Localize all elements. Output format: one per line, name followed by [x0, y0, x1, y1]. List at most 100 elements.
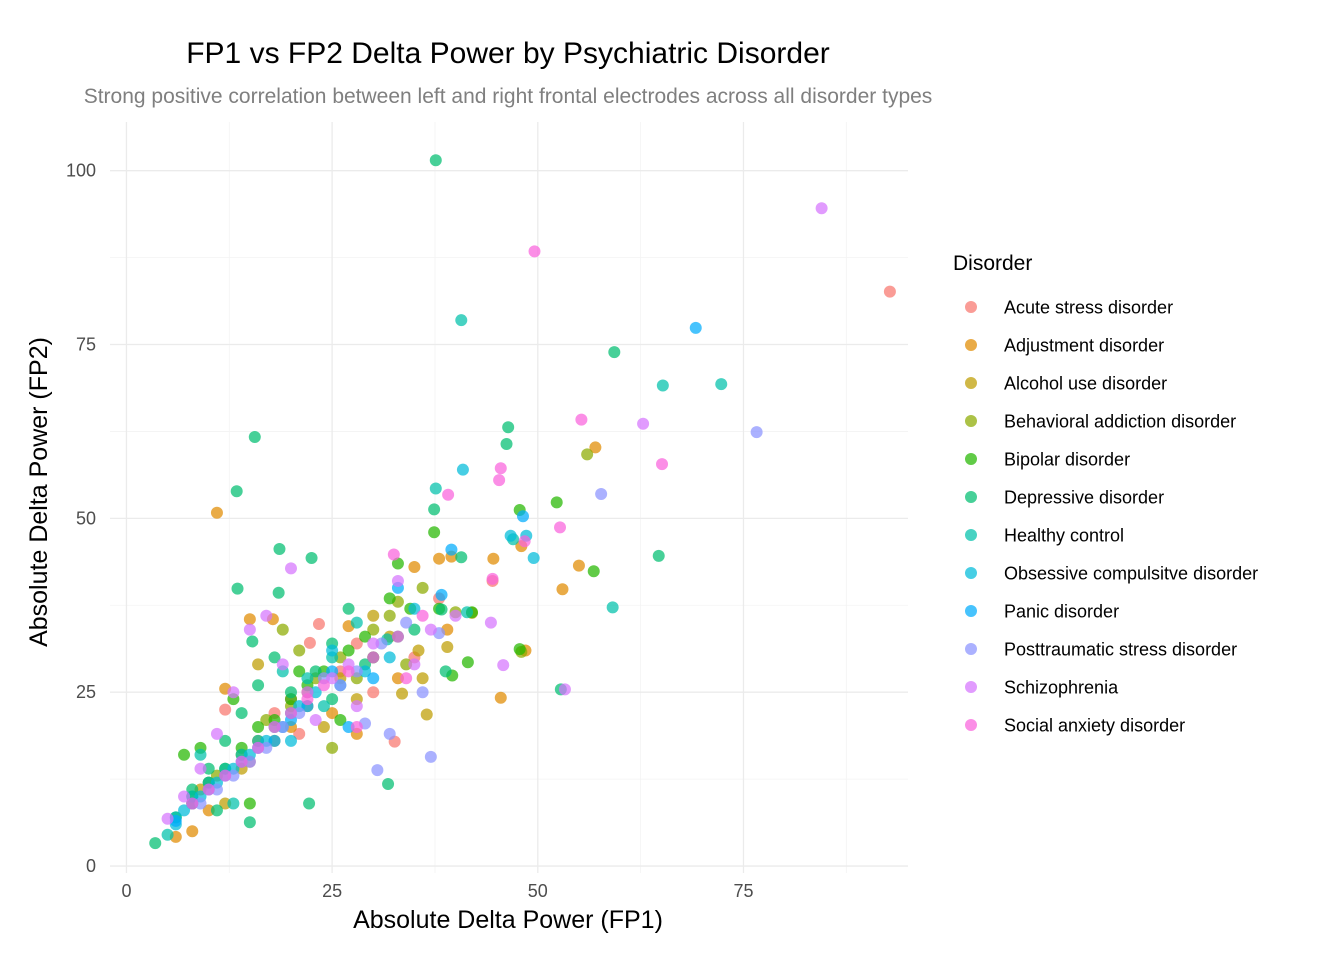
data-point: [371, 764, 384, 777]
data-point: [252, 679, 265, 692]
legend-item: Healthy control: [965, 526, 1124, 546]
data-point: [243, 816, 256, 829]
data-point: [303, 797, 316, 810]
data-point: [243, 797, 256, 810]
data-point: [284, 686, 297, 699]
data-point: [161, 812, 174, 825]
x-axis-ticks: 0 25 50 75: [121, 881, 753, 901]
data-point: [309, 686, 322, 699]
legend-item: Posttraumatic stress disorder: [965, 640, 1237, 660]
data-point: [637, 417, 650, 430]
data-point: [149, 837, 162, 850]
y-tick-label: 50: [76, 508, 96, 528]
y-axis-ticks: 0 25 50 75 100: [66, 161, 96, 876]
legend-item: Depressive disorder: [965, 488, 1164, 508]
data-point: [528, 245, 541, 258]
data-point: [350, 665, 363, 678]
data-point: [342, 602, 355, 615]
data-point: [400, 616, 413, 629]
data-point: [408, 658, 421, 671]
data-point: [442, 488, 455, 501]
data-point: [178, 804, 191, 817]
x-tick-label: 0: [121, 881, 131, 901]
data-point: [493, 474, 506, 487]
data-point: [359, 665, 372, 678]
data-point: [408, 623, 421, 636]
data-point: [383, 651, 396, 664]
legend-item: Schizophrenia: [965, 678, 1119, 698]
data-point: [367, 637, 380, 650]
data-point: [305, 551, 318, 564]
data-point: [428, 503, 441, 516]
data-point: [400, 658, 413, 671]
legend-swatch: [965, 453, 977, 465]
data-point: [194, 762, 207, 775]
data-point: [252, 658, 265, 671]
data-point: [219, 703, 232, 716]
legend-label: Social anxiety disorder: [1004, 716, 1185, 736]
data-point: [350, 720, 363, 733]
data-point: [715, 378, 728, 391]
data-point: [435, 603, 448, 616]
data-point: [326, 693, 339, 706]
data-point: [284, 734, 297, 747]
data-point: [210, 804, 223, 817]
data-point: [484, 616, 497, 629]
data-point: [178, 748, 191, 761]
chart-title: FP1 vs FP2 Delta Power by Psychiatric Di…: [186, 37, 830, 70]
data-point: [656, 458, 669, 471]
data-point: [504, 529, 517, 542]
data-point: [408, 561, 421, 574]
data-point: [416, 581, 429, 594]
data-point: [456, 463, 469, 476]
data-point: [689, 321, 702, 334]
data-point: [428, 526, 441, 539]
data-point: [383, 592, 396, 605]
legend-swatch: [965, 643, 977, 655]
data-point: [815, 202, 828, 215]
data-point: [334, 651, 347, 664]
data-point: [293, 665, 306, 678]
data-point: [383, 727, 396, 740]
x-tick-label: 25: [322, 881, 342, 901]
data-point: [293, 644, 306, 657]
data-point: [326, 644, 339, 657]
data-point: [231, 582, 244, 595]
legend-label: Bipolar disorder: [1004, 450, 1130, 470]
data-point: [367, 623, 380, 636]
plot-panel: [110, 122, 908, 873]
legend-label: Panic disorder: [1004, 602, 1119, 622]
data-point: [235, 707, 248, 720]
data-point: [227, 769, 240, 782]
data-point: [429, 154, 442, 167]
data-point: [243, 613, 256, 626]
legend-swatch: [965, 415, 977, 427]
data-point: [252, 720, 265, 733]
data-point: [260, 741, 273, 754]
data-point: [391, 672, 404, 685]
data-point: [367, 609, 380, 622]
data-point: [424, 750, 437, 763]
data-point: [416, 609, 429, 622]
data-point: [572, 559, 585, 572]
data-point: [424, 623, 437, 636]
legend-label: Obsessive compulsitve disorder: [1004, 564, 1258, 584]
legend-item: Acute stress disorder: [965, 298, 1173, 318]
data-point: [227, 686, 240, 699]
data-point: [303, 636, 316, 649]
data-point: [656, 379, 669, 392]
data-point: [750, 426, 763, 439]
data-point: [367, 672, 380, 685]
data-point: [202, 804, 215, 817]
data-point: [202, 783, 215, 796]
y-tick-label: 25: [76, 682, 96, 702]
data-point: [301, 693, 314, 706]
data-point: [513, 643, 526, 656]
data-point: [350, 700, 363, 713]
data-point: [260, 714, 273, 727]
legend-label: Healthy control: [1004, 526, 1124, 546]
data-point: [186, 825, 199, 838]
data-point: [252, 741, 265, 754]
data-point: [587, 565, 600, 578]
data-point: [608, 346, 621, 359]
